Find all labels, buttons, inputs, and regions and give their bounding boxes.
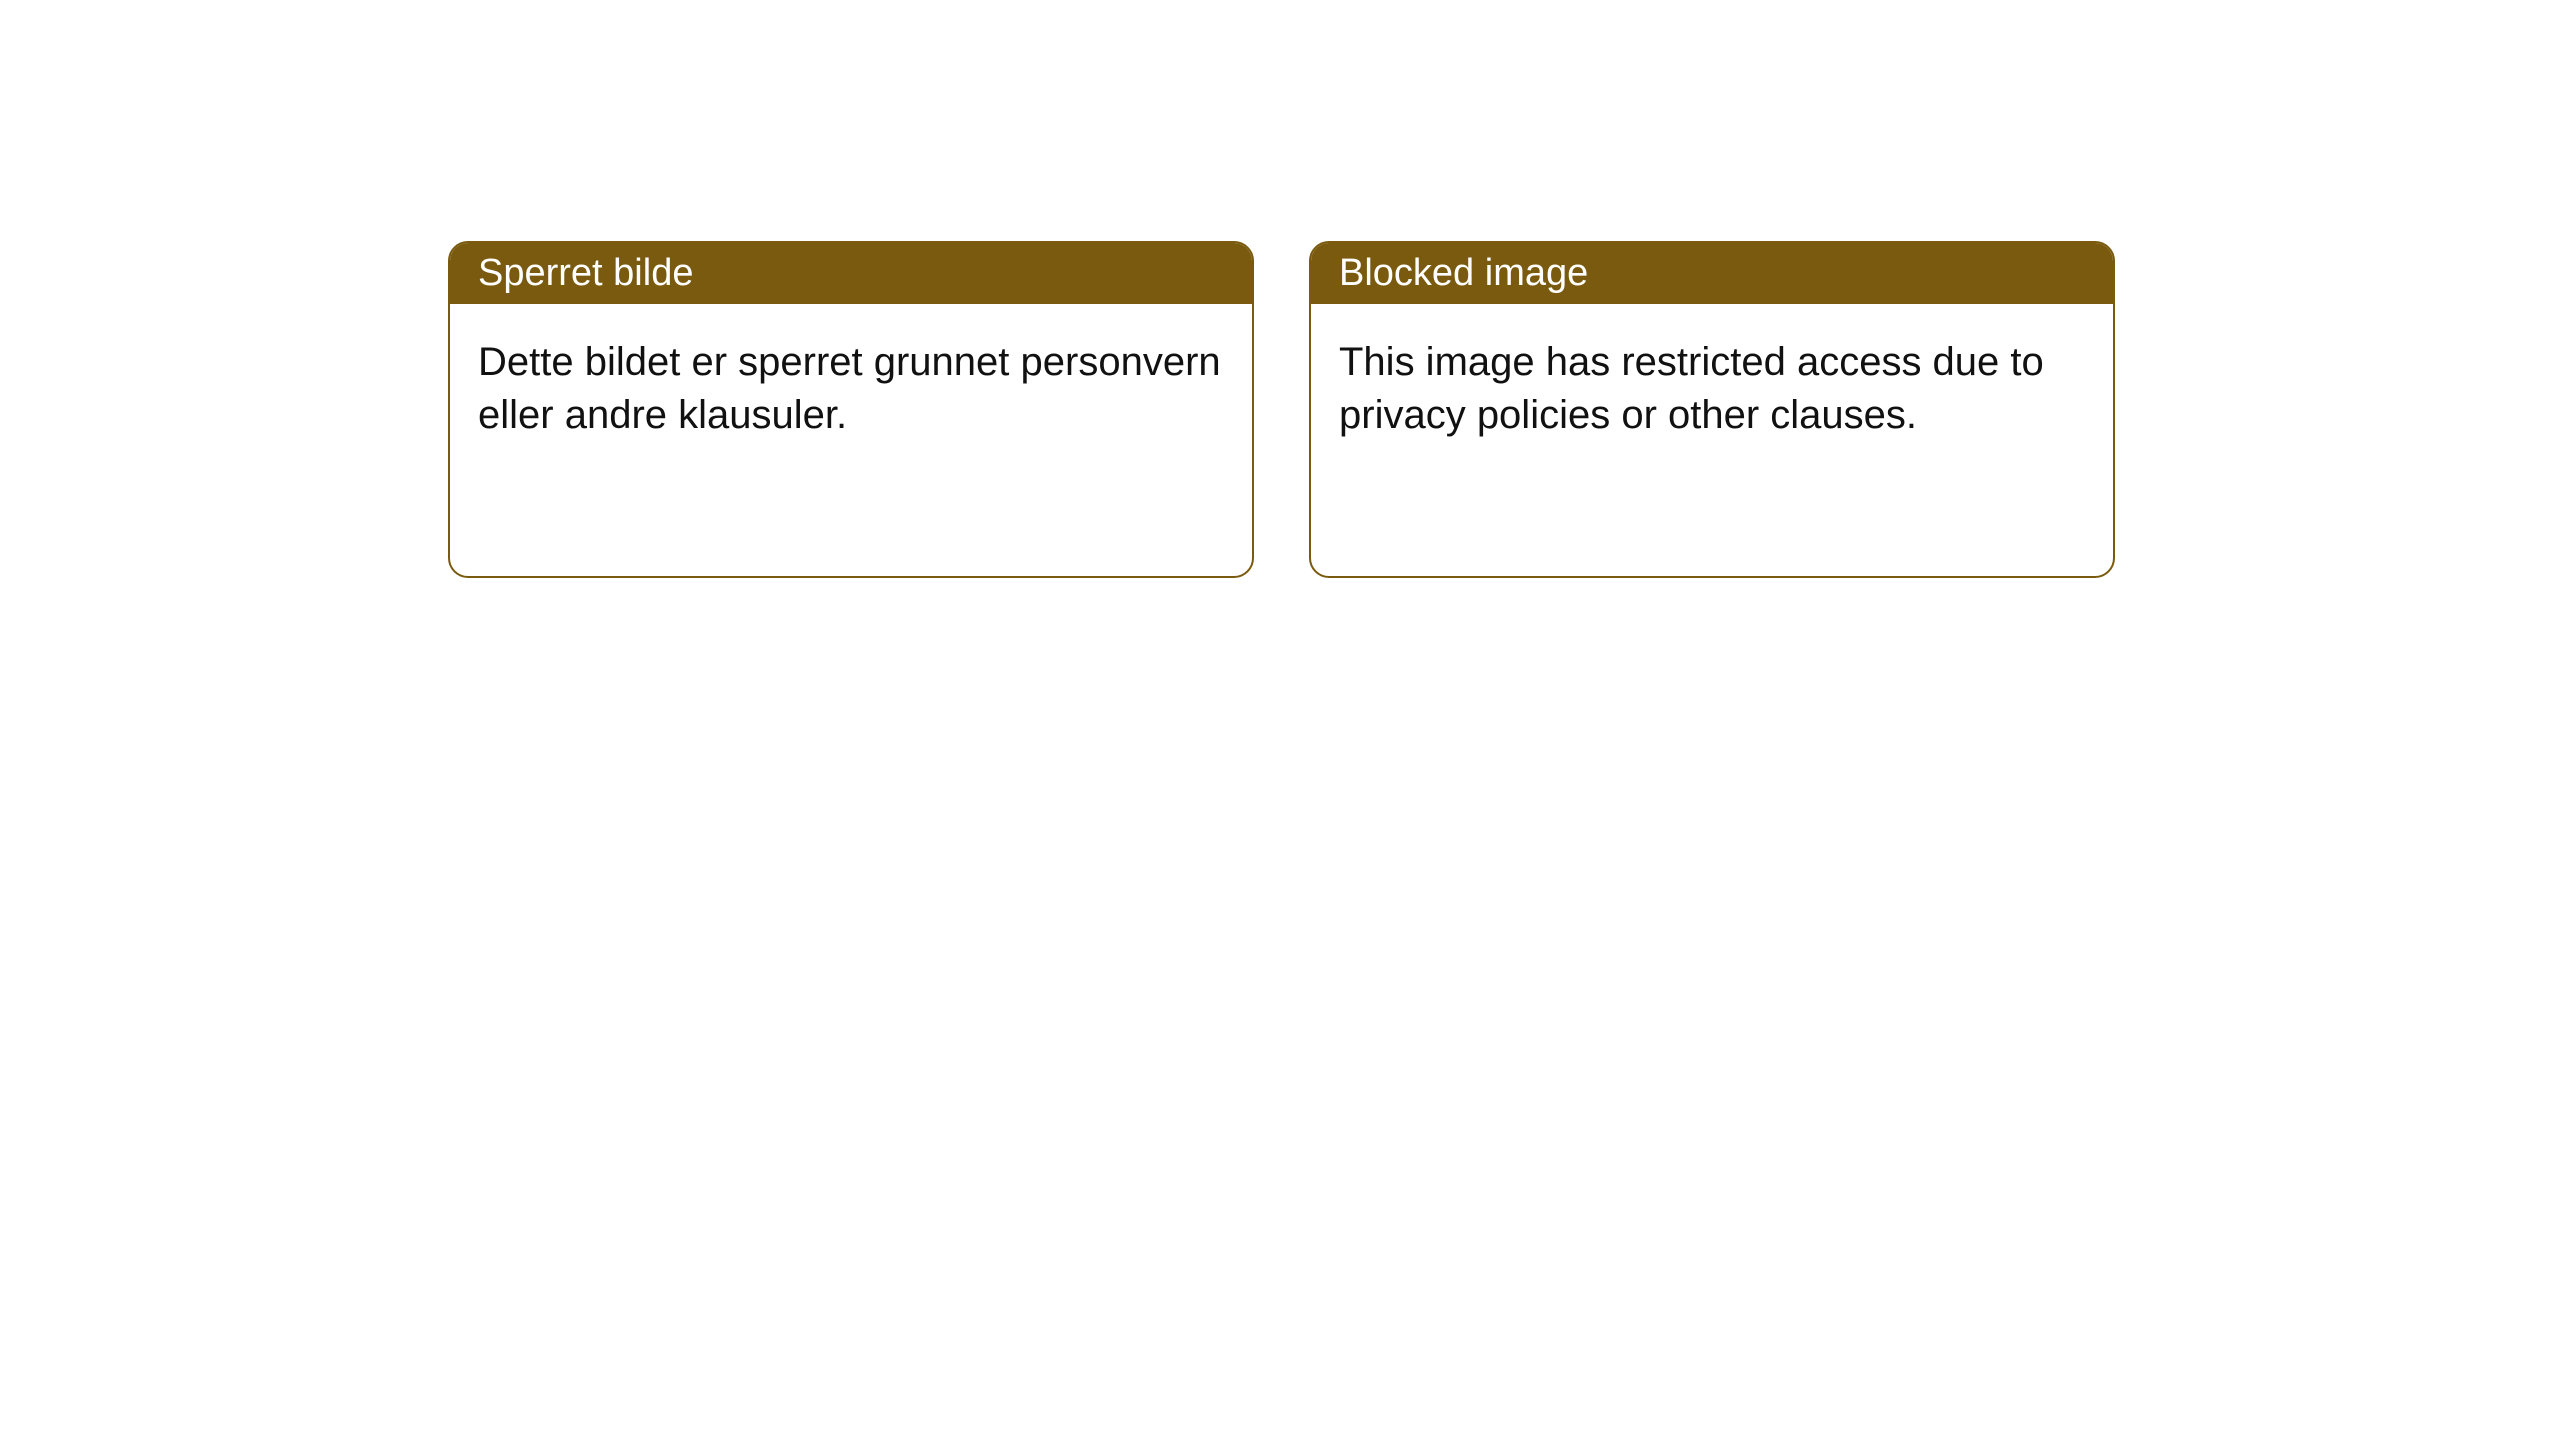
notice-card-norwegian: Sperret bilde Dette bildet er sperret gr… bbox=[448, 241, 1254, 578]
card-body-text: This image has restricted access due to … bbox=[1339, 340, 2044, 437]
card-header: Sperret bilde bbox=[450, 243, 1252, 304]
card-body-text: Dette bildet er sperret grunnet personve… bbox=[478, 340, 1221, 437]
card-title: Sperret bilde bbox=[478, 252, 693, 295]
notice-cards-container: Sperret bilde Dette bildet er sperret gr… bbox=[448, 241, 2115, 578]
notice-card-english: Blocked image This image has restricted … bbox=[1309, 241, 2115, 578]
card-body: Dette bildet er sperret grunnet personve… bbox=[450, 304, 1252, 474]
card-body: This image has restricted access due to … bbox=[1311, 304, 2113, 474]
card-title: Blocked image bbox=[1339, 252, 1588, 295]
card-header: Blocked image bbox=[1311, 243, 2113, 304]
